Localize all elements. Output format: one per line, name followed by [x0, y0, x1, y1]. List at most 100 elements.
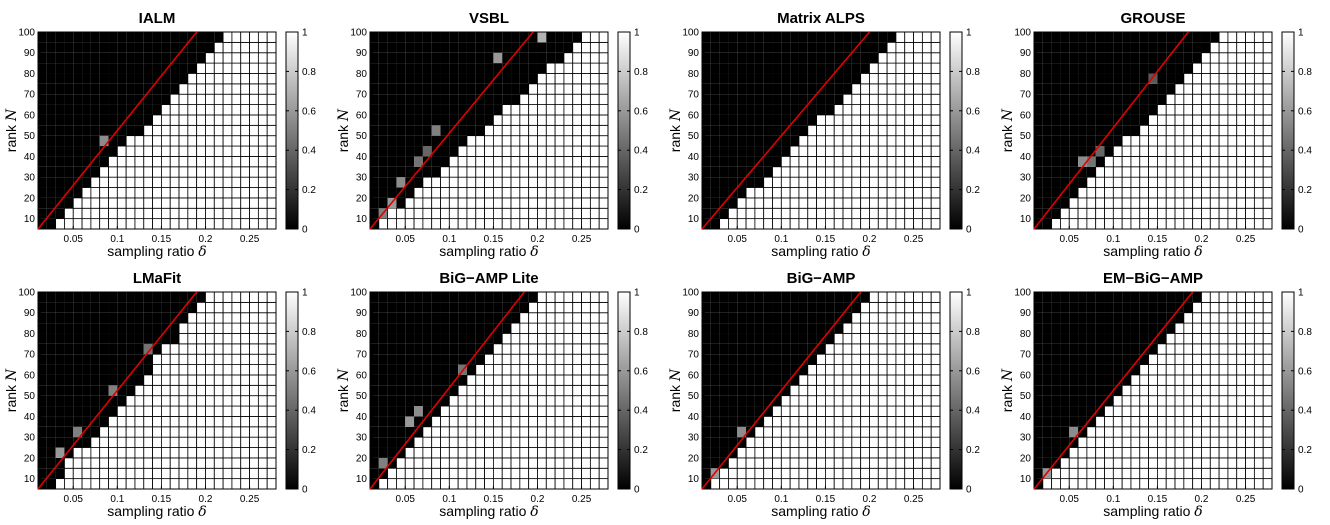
heatmap-cell [90, 436, 101, 448]
heatmap-cell [222, 457, 233, 469]
heatmap-cell [501, 457, 512, 469]
heatmap-cell [869, 374, 879, 386]
heatmap-cell [72, 457, 83, 469]
heatmap-cell [378, 114, 388, 126]
heatmap-cell [493, 333, 503, 344]
heatmap-cell [598, 187, 609, 199]
heatmap-cell [143, 426, 153, 438]
heatmap-cell [1183, 83, 1194, 95]
heatmap-cell [116, 467, 127, 480]
heatmap-cell [240, 145, 250, 157]
heatmap-cell [702, 406, 711, 417]
heatmap-cell [930, 405, 941, 417]
heatmap-cell [754, 52, 764, 64]
heatmap-cell [798, 302, 808, 313]
heatmap-cell [1209, 301, 1220, 314]
heatmap-cell [1051, 437, 1061, 448]
heatmap-cell [825, 52, 835, 64]
heatmap-cell [537, 353, 547, 365]
heatmap-cell [187, 114, 198, 126]
heatmap-cell [475, 197, 485, 209]
heatmap-cell [886, 416, 897, 428]
heatmap-cell [728, 63, 738, 74]
colorbar-tick-label: 1 [1298, 288, 1304, 299]
heatmap-cell [161, 124, 171, 137]
heatmap-cell [240, 31, 250, 43]
x-tick-label: 0.05 [728, 234, 748, 245]
heatmap-cell [378, 312, 388, 324]
heatmap-cell [1086, 302, 1096, 313]
heatmap-cell [581, 166, 591, 178]
heatmap-cell [1174, 197, 1185, 209]
heatmap-cell [860, 333, 870, 345]
heatmap-cell [1148, 436, 1158, 448]
heatmap-cell [572, 218, 582, 230]
heatmap-cell [860, 124, 870, 137]
heatmap-cell [1095, 218, 1105, 230]
heatmap-cell [719, 426, 729, 438]
heatmap-cell [589, 436, 600, 448]
heatmap-cell [55, 457, 65, 469]
heatmap-cell [449, 114, 459, 126]
heatmap-cell [457, 447, 468, 459]
heatmap-cell [370, 406, 379, 417]
heatmap-cell [1069, 187, 1079, 198]
heatmap-cell [581, 333, 591, 345]
heatmap-cell [222, 145, 233, 157]
heatmap-cell [772, 374, 782, 386]
heatmap-cell [921, 457, 932, 469]
heatmap-cell [572, 322, 582, 334]
heatmap-cell [510, 135, 521, 147]
heatmap-cell [745, 478, 756, 490]
heatmap-cell [860, 343, 870, 355]
heatmap-cell [99, 447, 109, 459]
heatmap-cell [99, 146, 109, 157]
heatmap-cell [422, 447, 433, 459]
heatmap-cell [1086, 146, 1096, 157]
heatmap-cell [501, 207, 512, 220]
heatmap-cell [73, 333, 83, 344]
heatmap-cell [728, 83, 738, 95]
heatmap-cell [82, 323, 91, 334]
heatmap-cell [1148, 63, 1158, 74]
heatmap-cell [869, 207, 879, 220]
heatmap-cell [1095, 354, 1105, 365]
heatmap-cell [205, 114, 215, 126]
heatmap-cell [598, 73, 609, 85]
heatmap-cell [1104, 405, 1114, 417]
heatmap-cell [1201, 104, 1211, 116]
heatmap-cell [378, 364, 388, 375]
y-axis-symbol: N [4, 108, 20, 122]
heatmap-cell [108, 447, 118, 459]
heatmap-cell [1095, 52, 1105, 64]
heatmap-cell [1078, 302, 1087, 313]
heatmap-cell [38, 197, 47, 209]
heatmap-cell [851, 384, 862, 397]
heatmap-cell [205, 197, 215, 209]
heatmap-cell [1130, 395, 1141, 407]
heatmap-cell [187, 457, 198, 469]
heatmap-cell [763, 63, 773, 74]
heatmap-cell [213, 447, 224, 459]
heatmap-cell [763, 385, 773, 396]
heatmap-cell [790, 333, 799, 344]
x-tick-label: 0.15 [816, 494, 836, 505]
heatmap-cell [99, 312, 109, 324]
heatmap-cell [554, 83, 565, 95]
heatmap-cell [772, 447, 782, 459]
heatmap-cell [1148, 135, 1158, 147]
heatmap-cell [563, 457, 574, 469]
heatmap-cell [598, 312, 609, 324]
heatmap-cell [1262, 41, 1273, 54]
heatmap-cell [1086, 312, 1096, 324]
colorbar-tick-label: 0.4 [634, 406, 648, 417]
heatmap-cell [249, 218, 259, 230]
heatmap-cell [396, 447, 406, 458]
heatmap-cell [921, 384, 932, 397]
heatmap-cell [405, 83, 415, 95]
heatmap-cell [869, 42, 879, 53]
heatmap-cell [1183, 73, 1194, 85]
heatmap-cell [930, 31, 941, 43]
heatmap-cell [1139, 207, 1149, 220]
heatmap-cell [754, 374, 764, 386]
